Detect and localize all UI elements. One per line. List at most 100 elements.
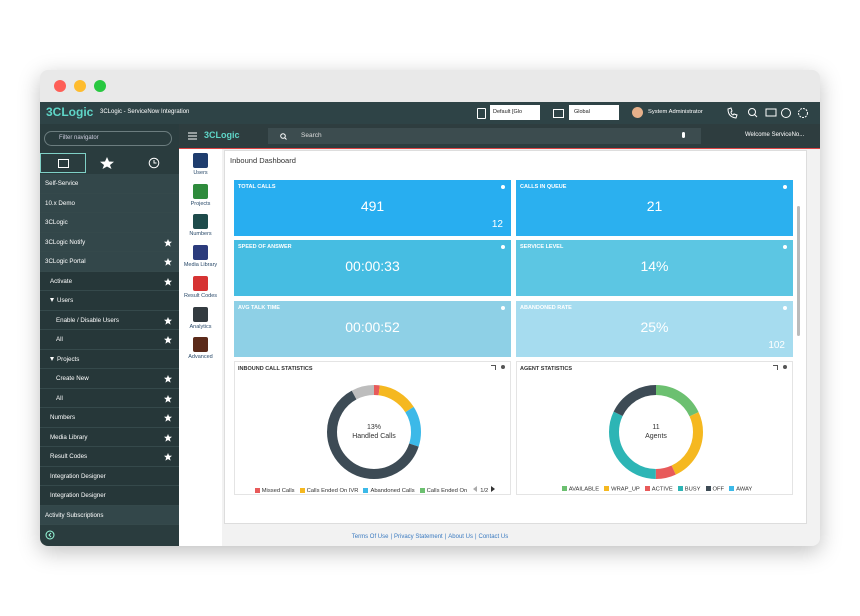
app-button[interactable]: Numbers bbox=[179, 214, 222, 237]
app-icon bbox=[193, 245, 208, 261]
close-button[interactable] bbox=[54, 80, 66, 92]
search-bar[interactable]: Search bbox=[268, 128, 701, 144]
nav-item[interactable]: Numbers bbox=[40, 408, 179, 428]
expand-icon[interactable] bbox=[773, 365, 778, 370]
nav-item[interactable]: 10.x Demo bbox=[40, 193, 179, 213]
chart-title: AGENT STATISTICS bbox=[520, 366, 573, 372]
legend-label[interactable]: Calls Ended On IVR bbox=[306, 488, 359, 494]
footer-link[interactable]: About Us bbox=[448, 534, 473, 540]
nav-item[interactable]: 3CLogic Notify bbox=[40, 232, 179, 252]
tile[interactable]: TOTAL CALLS 491 12 bbox=[234, 180, 511, 236]
legend-label[interactable]: AVAILABLE bbox=[568, 486, 600, 493]
nav-item[interactable]: Activity Subscriptions bbox=[40, 505, 179, 525]
donut-segment[interactable] bbox=[609, 385, 703, 479]
app-icon bbox=[193, 306, 208, 322]
tile-label: ABANDONED RATE bbox=[520, 305, 572, 311]
tile[interactable]: SPEED OF ANSWER 00:00:33 bbox=[234, 240, 511, 296]
user-menu[interactable]: System Administrator bbox=[648, 109, 703, 115]
legend-label[interactable]: WRAP_UP bbox=[611, 486, 640, 493]
chat-icon[interactable] bbox=[765, 108, 777, 117]
footer-link[interactable]: Terms Of Use bbox=[351, 534, 389, 540]
mic-icon[interactable] bbox=[682, 132, 685, 138]
favorite-star[interactable] bbox=[164, 414, 172, 422]
tile[interactable]: AVG TALK TIME 00:00:52 bbox=[234, 301, 511, 357]
scrollbar[interactable] bbox=[797, 206, 800, 336]
search-icon[interactable] bbox=[748, 108, 756, 116]
legend-label[interactable]: ACTIVE bbox=[651, 486, 673, 493]
donut-segment[interactable] bbox=[609, 385, 703, 479]
collapse-button[interactable] bbox=[45, 530, 55, 540]
app-button[interactable]: Projects bbox=[179, 183, 222, 207]
chart-gear[interactable] bbox=[501, 365, 505, 369]
filter-input[interactable]: Filter navigator bbox=[44, 131, 172, 146]
nav-item[interactable]: Users bbox=[40, 291, 179, 311]
brand[interactable]: 3CLogic bbox=[46, 105, 94, 119]
header-icons bbox=[727, 107, 808, 119]
donut-segment[interactable] bbox=[327, 385, 421, 479]
tile[interactable]: SERVICE LEVEL 14% bbox=[516, 240, 793, 296]
nav-label: Self-Service bbox=[45, 180, 79, 187]
legend-label[interactable]: Abandoned Calls bbox=[370, 488, 415, 494]
app-button[interactable]: Users bbox=[179, 153, 222, 176]
prev-page[interactable] bbox=[473, 486, 478, 492]
legend-label[interactable]: Missed Calls bbox=[261, 488, 295, 494]
footer-separator: | bbox=[390, 534, 393, 540]
donut-segment[interactable] bbox=[327, 385, 421, 479]
favorite-star[interactable] bbox=[164, 258, 172, 266]
favorite-star[interactable] bbox=[164, 336, 172, 344]
nav-item[interactable]: 3CLogic Portal bbox=[40, 252, 179, 272]
favorite-star[interactable] bbox=[164, 375, 172, 383]
phone-icon[interactable] bbox=[727, 107, 738, 119]
chart-gear[interactable] bbox=[783, 365, 787, 369]
favorite-star[interactable] bbox=[164, 316, 172, 325]
donut-segment[interactable] bbox=[327, 385, 421, 479]
legend-label[interactable]: OFF bbox=[712, 486, 725, 493]
next-page[interactable] bbox=[491, 486, 496, 492]
donut-segment[interactable] bbox=[609, 385, 703, 479]
nav-item[interactable]: Projects bbox=[40, 349, 179, 369]
nav-label: Numbers bbox=[50, 414, 76, 421]
tab-history[interactable] bbox=[148, 157, 160, 169]
tile[interactable]: ABANDONED RATE 25% 102 bbox=[516, 301, 793, 357]
settings-icon[interactable] bbox=[798, 108, 808, 118]
maximize-button[interactable] bbox=[94, 80, 106, 92]
favorite-star[interactable] bbox=[164, 394, 172, 403]
legend-label[interactable]: Calls Ended On bbox=[426, 488, 468, 494]
app-button[interactable]: Advanced bbox=[179, 337, 222, 360]
domain-select[interactable]: Global bbox=[569, 105, 619, 120]
favorite-star[interactable] bbox=[164, 453, 172, 461]
favorite-star[interactable] bbox=[164, 277, 172, 286]
app-button[interactable]: Media Library bbox=[179, 245, 222, 268]
nav-item[interactable]: Self-Service bbox=[40, 174, 179, 194]
nav-item[interactable]: Integration Designer bbox=[40, 486, 179, 506]
help-icon[interactable] bbox=[781, 108, 791, 118]
legend-swatch bbox=[705, 486, 711, 491]
nav-item[interactable]: Activate bbox=[40, 271, 179, 291]
tab-all-apps[interactable] bbox=[40, 153, 86, 173]
chart-panel: INBOUND CALL STATISTICS 13% Handled Calls M… bbox=[234, 361, 511, 495]
tile[interactable]: CALLS IN QUEUE 21 bbox=[516, 180, 793, 236]
nav-item[interactable]: Create New bbox=[40, 369, 179, 389]
donut-segment[interactable] bbox=[609, 385, 703, 479]
nav-item[interactable]: Integration Designer bbox=[40, 466, 179, 486]
tab-favorites[interactable] bbox=[100, 157, 114, 169]
favorite-star[interactable] bbox=[164, 433, 172, 442]
nav-item[interactable]: Result Codes bbox=[40, 447, 179, 467]
app-button[interactable]: Analytics bbox=[179, 306, 222, 330]
footer-link[interactable]: Contact Us bbox=[478, 534, 509, 540]
nav-item[interactable]: Enable / Disable Users bbox=[40, 310, 179, 330]
nav-item[interactable]: All bbox=[40, 330, 179, 350]
app-button[interactable]: Result Codes bbox=[179, 275, 222, 299]
nav-item[interactable]: 3CLogic bbox=[40, 213, 179, 233]
legend-label[interactable]: AWAY bbox=[736, 486, 753, 493]
footer-link[interactable]: Privacy Statement bbox=[394, 534, 443, 540]
minimize-button[interactable] bbox=[74, 80, 86, 92]
legend-label[interactable]: BUSY bbox=[684, 486, 701, 493]
menu-icon[interactable] bbox=[188, 132, 197, 140]
scope-select[interactable]: Default [Glo bbox=[490, 105, 540, 120]
nav-item[interactable]: Media Library bbox=[40, 427, 179, 447]
favorite-star[interactable] bbox=[164, 238, 172, 247]
nav-item[interactable]: All bbox=[40, 388, 179, 408]
avatar[interactable] bbox=[632, 107, 643, 118]
expand-icon[interactable] bbox=[491, 365, 496, 370]
